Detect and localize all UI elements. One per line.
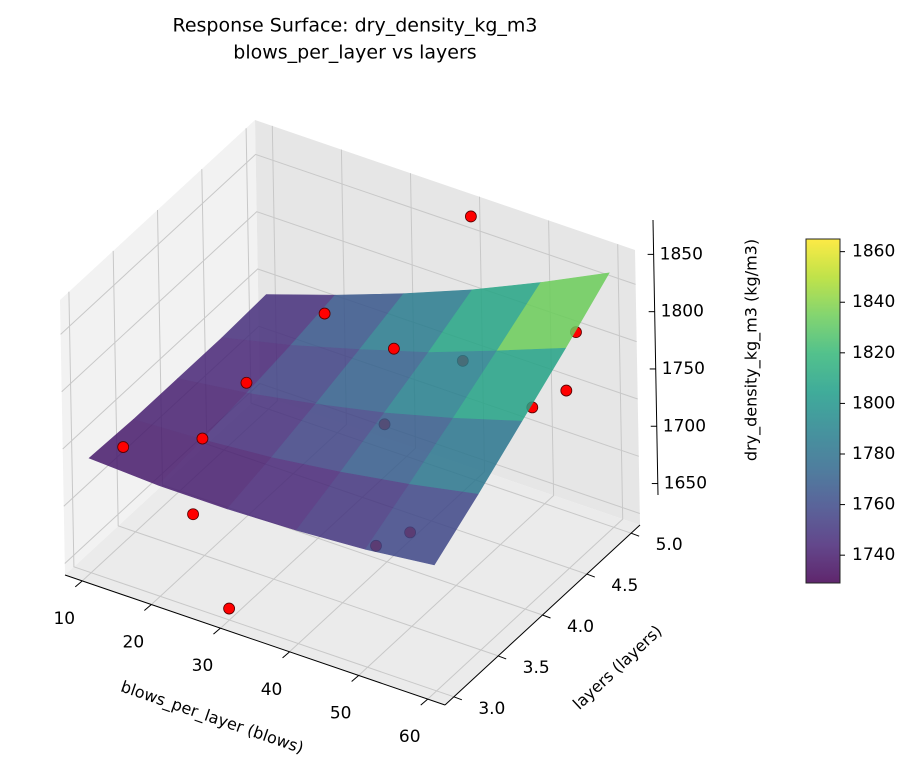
data-point: [187, 508, 199, 521]
colorbar-tick-label: 1820: [852, 343, 895, 363]
y-tick-label: 4.5: [611, 576, 638, 596]
data-point: [196, 432, 209, 445]
z-tick-label: 1800: [661, 302, 704, 322]
data-point: [388, 342, 400, 355]
z-tick-label: 1650: [664, 474, 707, 494]
x-tick-label: 20: [123, 633, 145, 653]
y-tick: [586, 573, 595, 578]
grid-line: [60, 153, 636, 335]
colorbar-tick-label: 1840: [852, 292, 895, 312]
chart-subtitle: blows_per_layer vs layers: [233, 42, 476, 64]
surface: [88, 272, 610, 566]
y-tick: [630, 532, 640, 537]
data-point: [464, 210, 477, 223]
colorbar: [805, 238, 841, 584]
y-tick-label: 4.0: [567, 617, 594, 637]
x-tick: [420, 698, 429, 706]
data-point: [318, 307, 331, 320]
x-tick: [282, 651, 290, 659]
y-tick-label: 3.5: [523, 658, 550, 678]
data-point: [560, 384, 573, 397]
x-tick: [144, 604, 152, 611]
x-tick: [351, 675, 359, 682]
colorbar-tick-label: 1760: [852, 495, 895, 515]
colorbar-tick-label: 1740: [852, 545, 895, 565]
z-tick-label: 1850: [660, 244, 703, 264]
x-tick-label: 30: [192, 656, 214, 676]
x-tick-label: 10: [53, 609, 75, 629]
x-tick: [213, 627, 221, 635]
y-tick-label: 5.0: [656, 535, 683, 555]
x-tick-label: 40: [261, 680, 283, 700]
x-tick-label: 60: [399, 727, 421, 747]
z-tick-label: 1750: [662, 359, 705, 379]
z-axis-label: dry_density_kg_m3 (kg/m3): [742, 239, 762, 461]
y-tick: [542, 614, 551, 619]
y-tick-label: 3.0: [478, 699, 505, 719]
data-point: [240, 376, 253, 389]
y-tick: [498, 655, 507, 660]
z-tick-label: 1700: [663, 416, 706, 436]
x-tick: [74, 580, 83, 588]
x-axis: [64, 574, 446, 706]
surface-patch: [364, 483, 479, 566]
colorbar-tick-label: 1800: [852, 393, 895, 413]
data-point: [117, 441, 130, 453]
colorbar-tick-label: 1780: [852, 444, 895, 464]
colorbar-tick-label: 1860: [852, 242, 895, 262]
chart-title: Response Surface: dry_density_kg_m3: [172, 15, 537, 37]
z-axis: [652, 219, 659, 496]
y-tick: [453, 696, 463, 701]
data-point: [223, 602, 236, 615]
x-tick-label: 50: [330, 703, 352, 723]
